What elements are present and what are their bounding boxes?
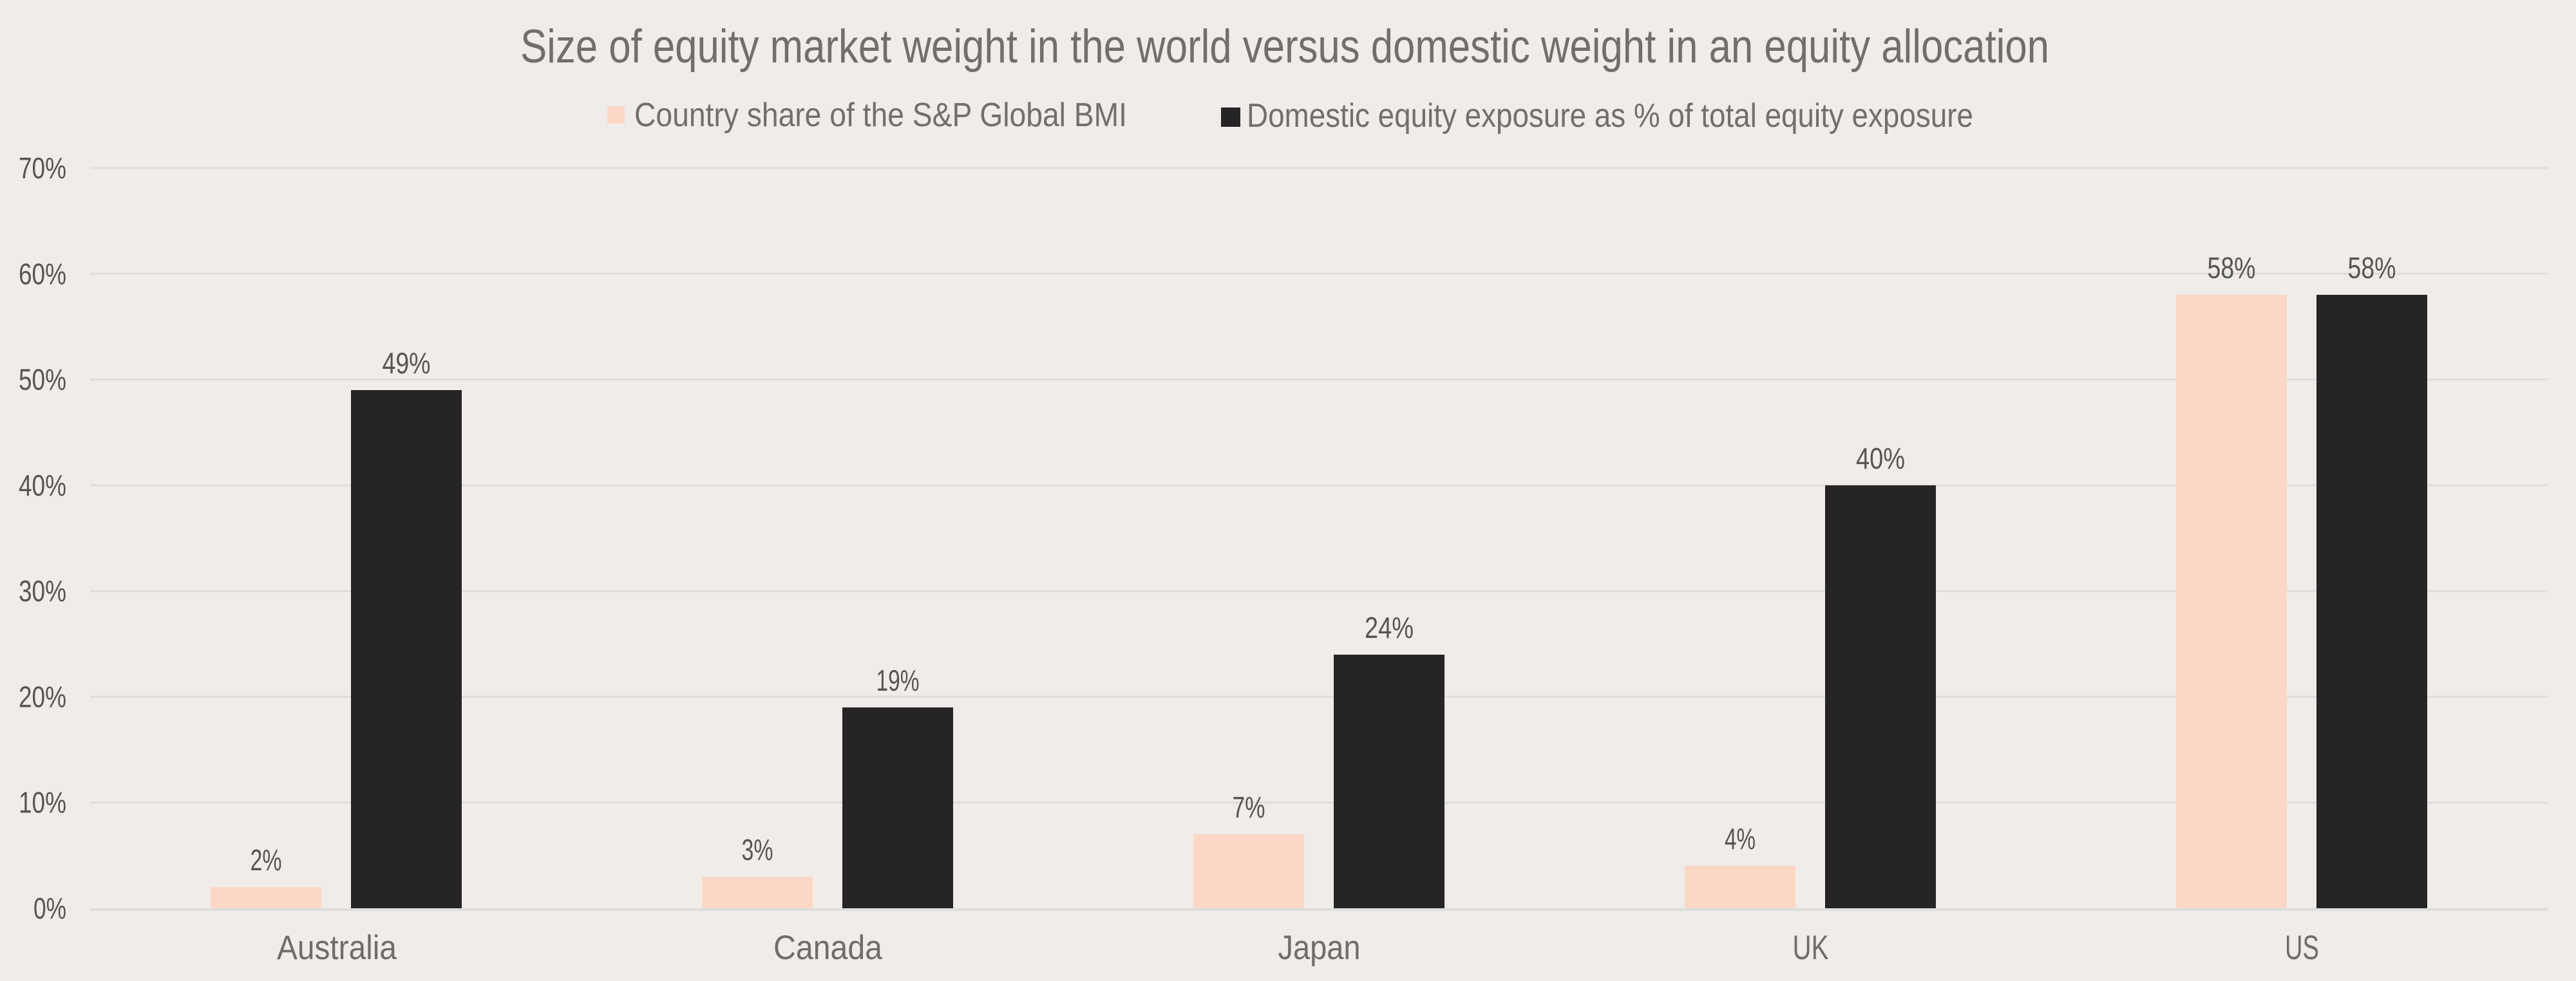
svg-text:US: US: [2285, 929, 2319, 967]
svg-text:Japan: Japan: [1278, 929, 1361, 967]
svg-text:40%: 40%: [19, 469, 66, 502]
svg-text:Australia: Australia: [277, 929, 397, 967]
svg-text:20%: 20%: [19, 680, 66, 713]
svg-text:0%: 0%: [33, 892, 66, 925]
svg-text:3%: 3%: [742, 833, 773, 866]
svg-text:24%: 24%: [1365, 611, 1414, 644]
svg-text:Domestic equity exposure as %: Domestic equity exposure as % of total e…: [1247, 97, 1973, 135]
svg-text:60%: 60%: [19, 257, 66, 290]
svg-text:49%: 49%: [383, 346, 431, 380]
svg-text:19%: 19%: [876, 664, 920, 697]
svg-text:10%: 10%: [19, 786, 66, 819]
svg-text:Size of equity market weight i: Size of equity market weight in the worl…: [520, 21, 2049, 73]
svg-text:UK: UK: [1793, 929, 1829, 967]
svg-text:Country share of the S&P Globa: Country share of the S&P Global BMI: [634, 97, 1127, 134]
svg-text:7%: 7%: [1233, 790, 1265, 824]
svg-text:70%: 70%: [19, 151, 66, 185]
svg-text:58%: 58%: [2348, 251, 2396, 285]
svg-text:50%: 50%: [19, 363, 66, 397]
svg-text:2%: 2%: [251, 843, 282, 877]
svg-text:30%: 30%: [19, 574, 66, 608]
svg-text:40%: 40%: [1856, 442, 1905, 475]
svg-text:58%: 58%: [2208, 251, 2256, 285]
svg-text:4%: 4%: [1725, 822, 1756, 855]
svg-text:Canada: Canada: [773, 929, 882, 967]
